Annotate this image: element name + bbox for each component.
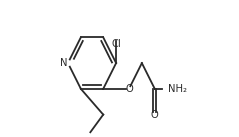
Text: NH₂: NH₂ — [168, 84, 187, 94]
Text: N: N — [60, 58, 68, 68]
Text: Cl: Cl — [111, 39, 121, 49]
Text: O: O — [151, 110, 159, 120]
Text: O: O — [125, 84, 133, 94]
